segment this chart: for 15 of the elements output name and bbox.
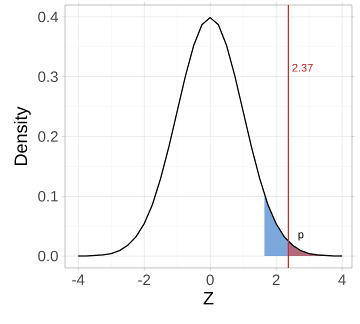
ref-line-label: 2.37 (292, 64, 313, 72)
x-tick-label: 4 (338, 274, 346, 285)
x-axis-title: Z (204, 292, 214, 304)
x-tick-label: 2 (272, 274, 280, 285)
x-tick-label: -2 (138, 274, 150, 285)
y-tick-label: 0.0 (38, 250, 58, 262)
line-series (78, 16, 343, 257)
y-tick-label: 0.2 (38, 131, 58, 142)
y-tick-label: 0.3 (38, 71, 58, 82)
y-axis-title: Density (14, 106, 31, 166)
y-tick-label: 0.1 (38, 190, 58, 202)
annotation: p (298, 232, 304, 241)
x-tick-label: 0 (206, 274, 214, 286)
x-tick-label: -4 (72, 274, 84, 285)
y-tick-label: 0.4 (38, 12, 58, 22)
